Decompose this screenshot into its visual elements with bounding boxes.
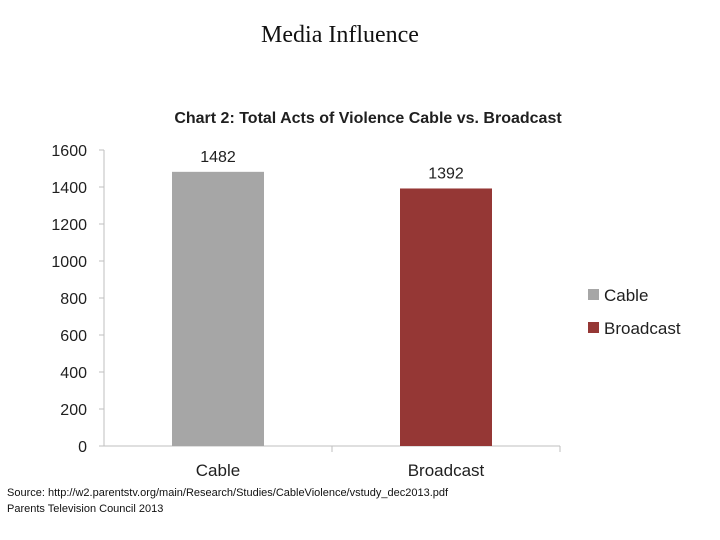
y-tick-label: 200 <box>60 402 87 419</box>
y-tick-label: 1000 <box>51 254 87 271</box>
bar-broadcast <box>400 188 492 447</box>
bar-cable <box>172 171 264 446</box>
y-tick-label: 600 <box>60 328 87 345</box>
source-citation: Source: http://w2.parentstv.org/main/Res… <box>7 485 448 517</box>
legend-swatch-broadcast <box>588 322 599 333</box>
y-tick-label: 400 <box>60 365 87 382</box>
slide-title: Media Influence <box>261 22 419 48</box>
source-url-line: Source: http://w2.parentstv.org/main/Res… <box>7 487 449 499</box>
chart-title: Chart 2: Total Acts of Violence Cable vs… <box>174 110 562 127</box>
source-org-line: Parents Television Council 2013 <box>7 503 164 515</box>
y-tick-label: 0 <box>78 439 87 456</box>
y-tick-label: 800 <box>60 291 87 308</box>
y-tick-label: 1400 <box>51 180 87 197</box>
x-tick-label-broadcast: Broadcast <box>408 461 485 480</box>
data-label-cable: 1482 <box>200 149 236 166</box>
legend-label-broadcast: Broadcast <box>604 319 681 338</box>
x-tick-label-cable: Cable <box>196 461 240 480</box>
y-tick-label: 1600 <box>51 143 87 160</box>
data-label-broadcast: 1392 <box>428 165 464 182</box>
legend-label-cable: Cable <box>604 286 648 305</box>
y-tick-label: 1200 <box>51 217 87 234</box>
legend-swatch-cable <box>588 289 599 300</box>
